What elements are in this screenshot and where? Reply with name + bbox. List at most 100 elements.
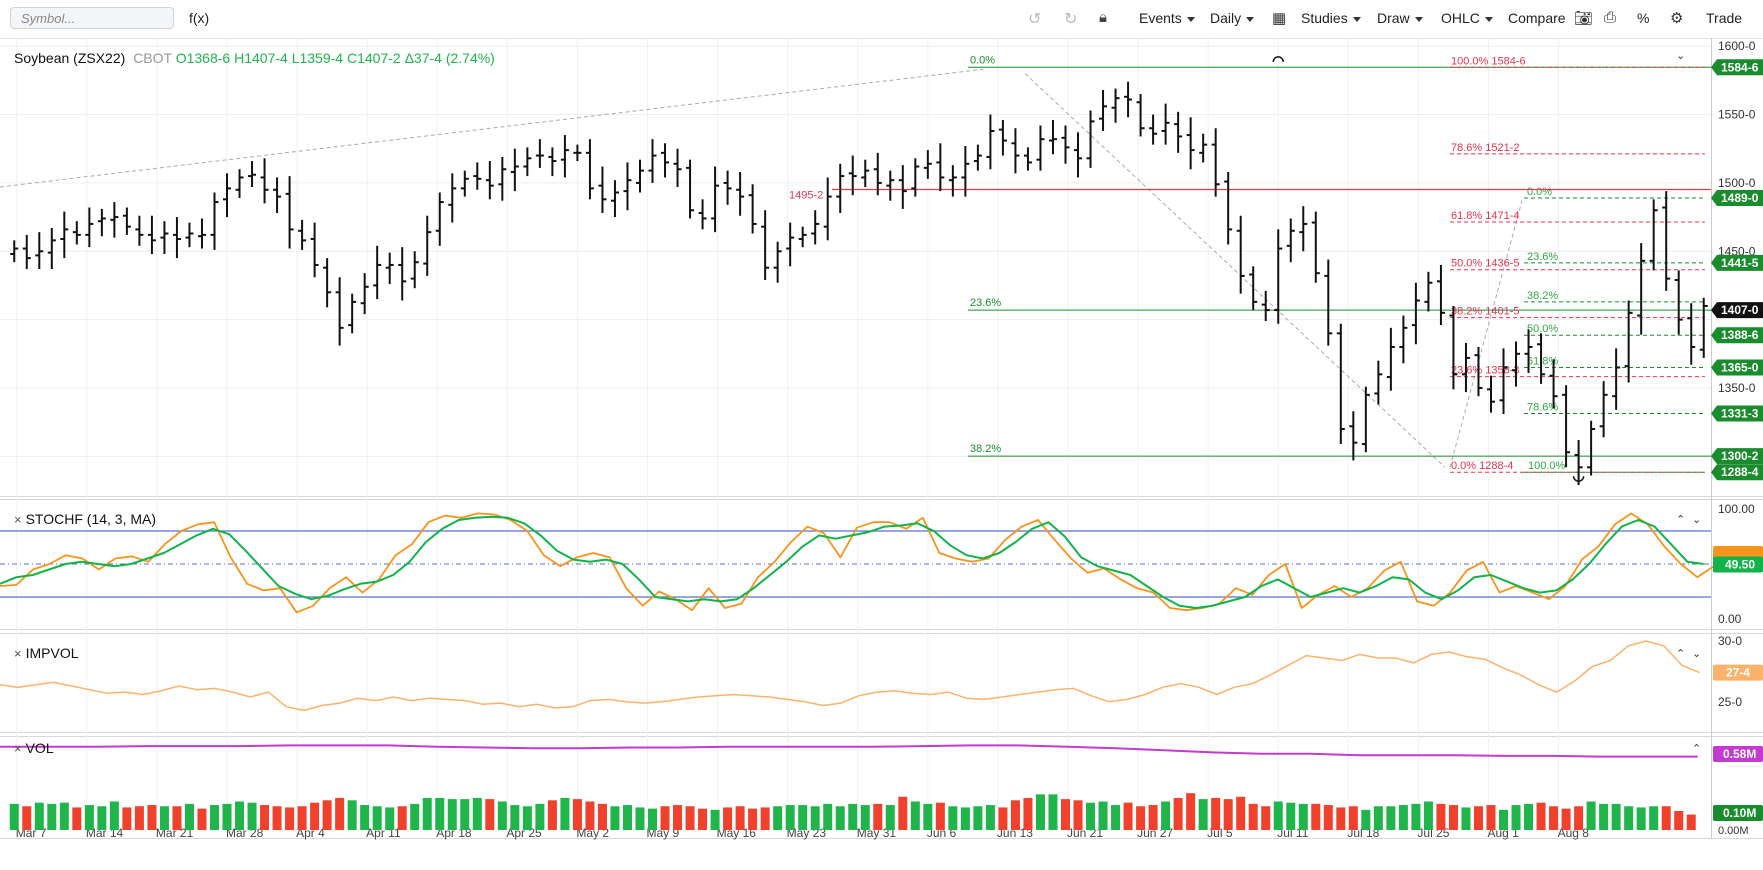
lock-icon[interactable]: 🔒︎ (1099, 9, 1107, 26)
volume-bar (1423, 801, 1433, 830)
ohlc-bar (523, 147, 532, 177)
interval-menu[interactable]: Daily (1210, 10, 1255, 26)
interval-label: Daily (1210, 10, 1242, 26)
studies-label: Studies (1301, 10, 1348, 26)
volume-bar (1086, 802, 1096, 830)
ohlc-bar (248, 161, 257, 188)
ohlc-bar (560, 135, 569, 178)
ohlc-bar (1612, 348, 1621, 410)
low-value: L1359-4 (291, 50, 344, 66)
volume-bar (260, 805, 270, 830)
volume-bar (1035, 794, 1045, 830)
chevron-down-icon[interactable]: ⌄ (1676, 50, 1686, 62)
ohlc-bar (836, 163, 845, 213)
ohlc-bar (435, 192, 444, 246)
volume-bar (1686, 814, 1696, 830)
price-tag (1711, 405, 1763, 422)
ohlc-bar (1286, 218, 1295, 263)
stoch-tick-label: 100.00 (1718, 502, 1755, 516)
price-tag (1711, 189, 1763, 206)
ohlc-bar (1136, 94, 1145, 137)
date-tick-label: Mar 28 (226, 826, 264, 840)
ohlc-bar (748, 184, 757, 234)
volume-bar (1248, 803, 1258, 830)
stochf-panel-label[interactable]: × STOCHF (14, 3, MA) (14, 511, 156, 527)
chart-canvas[interactable]: 1600-0 1550-0 1500-0 1450-0 1350-0 0.0% 23.6% 3… (0, 38, 1763, 870)
ohlc-bar (235, 169, 244, 198)
fib-label: 23.6% (970, 297, 1001, 309)
ohlc-bar (1424, 271, 1433, 312)
volume-bar (222, 803, 232, 830)
impvol-panel-label[interactable]: × IMPVOL (14, 645, 79, 661)
volume-bar (1674, 811, 1684, 830)
ohlc-bar (811, 210, 820, 245)
chevron-up-icon[interactable]: ⌃ (1676, 514, 1686, 526)
volume-bar (497, 801, 507, 830)
fib-label: 0.0% (970, 54, 995, 66)
ohlc-bar (410, 251, 419, 289)
fib-label: 23.6% 1358-3 (1451, 365, 1520, 377)
volume-bar (773, 806, 783, 830)
percent-toggle[interactable]: % (1637, 10, 1650, 26)
symbol-search-input[interactable]: Symbol... (10, 7, 174, 29)
volume-bar (209, 805, 219, 830)
price-tag (1711, 464, 1763, 481)
close-icon[interactable]: × (14, 741, 22, 756)
fib-label: 0.0% (1527, 186, 1552, 198)
ohlc-bar (197, 218, 206, 249)
volume-bar (34, 802, 44, 830)
ohlc-bar (460, 170, 469, 197)
high-value: H1407-4 (234, 50, 288, 66)
vol-panel-label[interactable]: × VOL (14, 740, 54, 756)
chevron-down-icon[interactable]: ⌄ (1692, 648, 1702, 660)
open-value: O1368-6 (175, 50, 231, 66)
ohlc-bar (585, 139, 594, 200)
chevron-up-icon[interactable]: ⌃ (1676, 648, 1686, 660)
trade-button[interactable]: Trade (1706, 10, 1743, 26)
fib-label: 78.6% 1521-2 (1451, 142, 1520, 154)
volume-bar (1261, 806, 1271, 830)
volume-bar (322, 800, 332, 830)
volume-bar (97, 806, 107, 830)
undo-icon[interactable]: ↺ (1028, 11, 1042, 28)
volume-bar (47, 803, 57, 830)
ohlc-bar (648, 139, 657, 183)
events-menu[interactable]: Events (1139, 10, 1195, 26)
volume-bar (635, 807, 645, 830)
calendar-icon[interactable]: ▦ (1272, 10, 1287, 27)
ohlc-bar (1099, 89, 1108, 131)
volume-bar (1010, 800, 1020, 830)
chart-header: Soybean (ZSX22) CBOT O1368-6 H1407-4 L13… (14, 50, 495, 66)
function-button[interactable]: f(x) (189, 10, 210, 26)
studies-menu[interactable]: Studies (1301, 10, 1361, 26)
gear-icon[interactable]: ⚙ (1670, 10, 1684, 27)
chevron-down-icon[interactable]: ⌄ (1692, 514, 1702, 526)
print-icon[interactable]: ⎙ (1604, 9, 1617, 26)
chart-type-menu[interactable]: OHLC (1441, 10, 1493, 26)
volume-bar (723, 807, 733, 830)
close-icon[interactable]: × (14, 646, 22, 661)
redo-icon[interactable]: ↻ (1064, 11, 1078, 28)
ohlc-bar (1662, 191, 1671, 291)
chevron-up-icon[interactable]: ⌃ (1692, 743, 1702, 755)
volume-bar (1148, 805, 1158, 830)
volume-bar (360, 805, 370, 830)
ohlc-bar (147, 215, 156, 255)
ohlc-bar (60, 211, 69, 259)
volume-bar (1286, 802, 1296, 830)
ohlc-bar (1061, 125, 1070, 164)
close-icon[interactable]: × (14, 512, 22, 527)
ohlc-bar (723, 170, 732, 205)
volume-bar (560, 797, 570, 830)
volume-bar (310, 802, 320, 830)
ohlc-bar (1399, 315, 1408, 364)
volume-bar (347, 800, 357, 830)
compare-button[interactable]: Compare (1508, 10, 1566, 26)
price-tag (1711, 327, 1763, 344)
draw-menu[interactable]: Draw (1377, 10, 1423, 26)
camera-icon[interactable]: 📷︎ (1574, 10, 1594, 27)
ohlc-bar (298, 219, 307, 250)
chart-type-label: OHLC (1441, 10, 1480, 26)
ohlc-bar (260, 158, 269, 204)
volume-bar (585, 801, 595, 830)
